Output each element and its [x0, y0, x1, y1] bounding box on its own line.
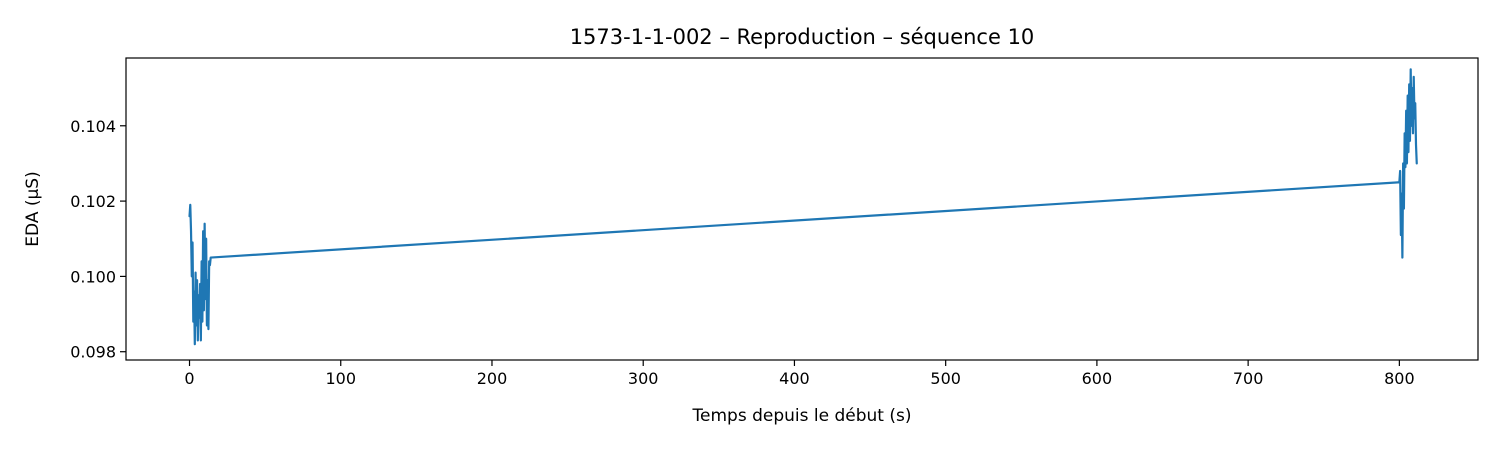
y-tick-label: 0.098	[70, 343, 116, 362]
x-tick-label: 600	[1082, 369, 1113, 388]
y-tick-label: 0.102	[70, 192, 116, 211]
chart-title: 1573-1-1-002 – Reproduction – séquence 1…	[570, 25, 1035, 49]
y-axis: 0.098 0.100 0.102 0.104	[70, 117, 126, 362]
series-layer	[188, 68, 1418, 346]
x-tick-label: 0	[184, 369, 194, 388]
x-axis: 0 100 200 300 400 500 600 700 800	[184, 360, 1415, 388]
x-tick-label: 300	[628, 369, 659, 388]
y-axis-label: EDA (µS)	[23, 171, 43, 246]
x-tick-label: 200	[477, 369, 508, 388]
x-tick-label: 100	[325, 369, 356, 388]
x-tick-label: 500	[930, 369, 961, 388]
x-tick-label: 800	[1384, 369, 1415, 388]
y-tick-label: 0.100	[70, 267, 116, 286]
plot-frame	[125, 57, 1479, 361]
x-tick-label: 700	[1233, 369, 1264, 388]
plot-area	[125, 57, 1479, 361]
x-tick-label: 400	[779, 369, 810, 388]
y-tick-label: 0.104	[70, 117, 116, 136]
x-axis-label: Temps depuis le début (s)	[692, 406, 912, 426]
series-line-0	[188, 68, 1418, 346]
